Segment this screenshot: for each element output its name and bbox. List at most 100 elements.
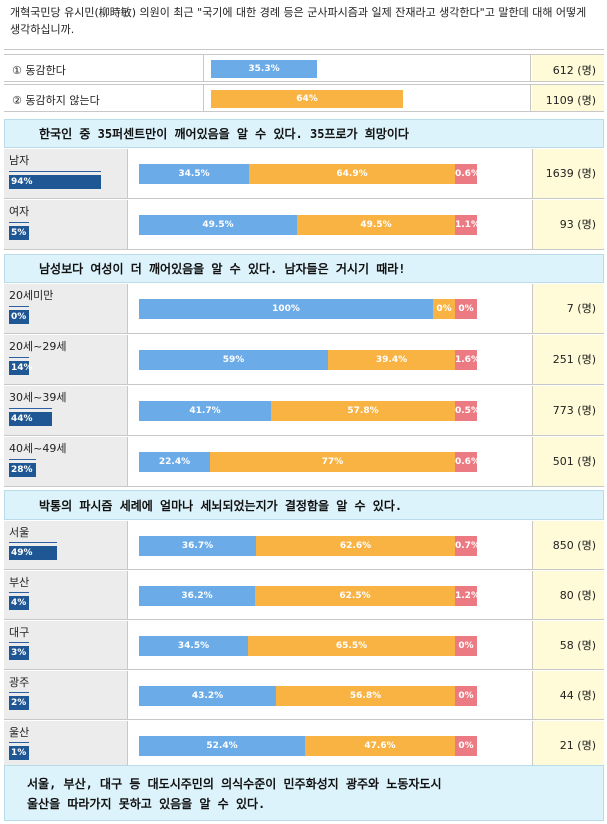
group-label-cell: 울산 1% xyxy=(4,721,128,769)
group-label-cell: 광주 2% xyxy=(4,671,128,719)
group-stacked-bar: 52.4% 47.6% 0% xyxy=(129,721,531,769)
group-count: 251 (명) xyxy=(532,335,604,384)
group-stacked-bar: 36.7%62.6%0.7% xyxy=(129,521,531,569)
group-label-cell: 부산 4% xyxy=(4,571,128,619)
bar-segment: 0% xyxy=(455,686,477,706)
bar-segment: 0% xyxy=(455,299,477,319)
group-stacked-bar: 41.7%57.8%0.5% xyxy=(129,386,531,435)
group-name: 광주 xyxy=(9,676,30,689)
group-stacked-bar: 34.5%64.9%0.6% xyxy=(129,149,531,198)
option-bar-disagree: 64% xyxy=(211,90,403,108)
group-name: 30세~39세 xyxy=(9,391,67,404)
bar-segment: 49.5% xyxy=(297,215,455,235)
group-share-bar: 3% xyxy=(9,646,29,660)
group-label-cell: 40세~49세 28% xyxy=(4,437,128,486)
option-count: 612 (명) xyxy=(532,55,604,81)
bar-segment: 77% xyxy=(210,452,455,472)
bar-segment: 39.4% xyxy=(328,350,455,370)
footer-banner: 서울, 부산, 대구 등 대도시주민의 의식수준이 민주화성지 광주와 노동자도… xyxy=(4,765,604,821)
group-name: 40세~49세 xyxy=(9,442,67,455)
group-stacked-bar: 43.2% 56.8% 0% xyxy=(129,671,531,719)
option-bar-cell: 35.3% xyxy=(205,55,531,81)
group-name: 서울 xyxy=(9,526,30,539)
bar-segment: 65.5% xyxy=(248,636,455,656)
bar-segment: 0.7% xyxy=(455,536,477,556)
section-banner-text: 남성보다 여성이 더 깨어있음을 알 수 있다. 남자들은 거시기 때라! xyxy=(39,262,406,276)
section-banner-text: 한국인 중 35퍼센트만이 깨어있음을 알 수 있다. 35프로가 희망이다 xyxy=(39,127,409,141)
group-share-rule xyxy=(9,306,29,307)
group-label-cell: 남자 94% xyxy=(4,149,128,198)
group-label-cell: 대구 3% xyxy=(4,621,128,669)
group-stacked-bar: 59%39.4%1.6% xyxy=(129,335,531,384)
group-name: 부산 xyxy=(9,576,30,589)
group-share-rule xyxy=(9,642,29,643)
group-share-bar: 4% xyxy=(9,596,29,610)
section-banner: 한국인 중 35퍼센트만이 깨어있음을 알 수 있다. 35프로가 희망이다 xyxy=(4,119,604,148)
group-share-bar: 44% xyxy=(9,412,52,426)
group-count: 773 (명) xyxy=(532,386,604,435)
group-count: 93 (명) xyxy=(532,200,604,249)
bar-segment: 0.5% xyxy=(455,401,477,421)
group-share-bar: 28% xyxy=(9,463,36,477)
group-row: 부산 4% 36.2%62.5%1.2%80 (명) xyxy=(4,571,604,620)
group-share-bar: 1% xyxy=(9,746,29,760)
bar-segment: 34.5% xyxy=(139,636,248,656)
group-row: 광주 2% 43.2% 56.8% 0% 44 (명) xyxy=(4,671,604,720)
option-bar-agree: 35.3% xyxy=(211,60,317,78)
group-count: 80 (명) xyxy=(532,571,604,619)
group-count: 21 (명) xyxy=(532,721,604,769)
group-share-rule xyxy=(9,357,29,358)
group-share-rule xyxy=(9,408,52,409)
group-share-rule xyxy=(9,171,101,172)
group-label-cell: 30세~39세 44% xyxy=(4,386,128,435)
bar-segment: 0% xyxy=(455,636,477,656)
bar-segment: 43.2% xyxy=(139,686,276,706)
group-count: 58 (명) xyxy=(532,621,604,669)
section-banner: 박통의 파시즘 세례에 얼마나 세뇌되었는지가 결정함을 알 수 있다. xyxy=(4,490,604,520)
bar-segment: 62.6% xyxy=(256,536,455,556)
group-share-rule xyxy=(9,222,29,223)
group-row: 여자5%49.5%49.5%1.1%93 (명) xyxy=(4,200,604,250)
group-count: 44 (명) xyxy=(532,671,604,719)
group-name: 남자 xyxy=(9,154,30,167)
group-share-bar: 14% xyxy=(9,361,33,375)
bar-segment: 22.4% xyxy=(139,452,210,472)
group-share-rule xyxy=(9,742,29,743)
bar-segment: 0.6% xyxy=(455,452,477,472)
group-share-bar: 2% xyxy=(9,696,29,710)
bar-segment: 56.8% xyxy=(276,686,455,706)
option-row-agree: ① 동감한다 35.3% 612 (명) xyxy=(4,54,604,82)
group-count: 501 (명) xyxy=(532,437,604,486)
group-share-bar: 0% xyxy=(9,310,29,324)
group-stacked-bar: 100% 0% 0% xyxy=(129,284,531,333)
group-row: 40세~49세 28% 22.4%77%0.6% 501 (명) xyxy=(4,437,604,487)
group-share-rule xyxy=(9,542,57,543)
bar-segment: 0% xyxy=(455,736,477,756)
group-row: 20세미만 0% 100% 0% 0% 7 (명) xyxy=(4,284,604,334)
group-share-rule xyxy=(9,592,29,593)
bar-segment: 36.2% xyxy=(139,586,255,606)
bar-segment: 41.7% xyxy=(139,401,271,421)
bar-segment: 0% xyxy=(433,299,455,319)
option-bar-cell: 64% xyxy=(205,85,531,111)
bar-segment: 57.8% xyxy=(271,401,455,421)
bar-segment: 64.9% xyxy=(249,164,455,184)
section-banner-text: 박통의 파시즘 세례에 얼마나 세뇌되었는지가 결정함을 알 수 있다. xyxy=(39,499,403,513)
bar-segment: 59% xyxy=(139,350,328,370)
group-share-bar: 49% xyxy=(9,546,57,560)
group-stacked-bar: 36.2%62.5%1.2% xyxy=(129,571,531,619)
footer-line: 서울, 부산, 대구 등 대도시주민의 의식수준이 민주화성지 광주와 노동자도… xyxy=(27,777,442,791)
poll-question: 개혁국민당 유시민(柳時敏) 의원이 최근 "국기에 대한 경례 등은 군사파시… xyxy=(4,0,604,50)
bar-segment: 52.4% xyxy=(139,736,305,756)
bar-segment: 62.5% xyxy=(255,586,455,606)
group-label-cell: 서울 49% xyxy=(4,521,128,569)
group-count: 7 (명) xyxy=(532,284,604,333)
bar-segment: 100% xyxy=(139,299,433,319)
group-label-cell: 20세미만 0% xyxy=(4,284,128,333)
option-count: 1109 (명) xyxy=(532,85,604,111)
group-share-bar: 94% xyxy=(9,175,101,189)
